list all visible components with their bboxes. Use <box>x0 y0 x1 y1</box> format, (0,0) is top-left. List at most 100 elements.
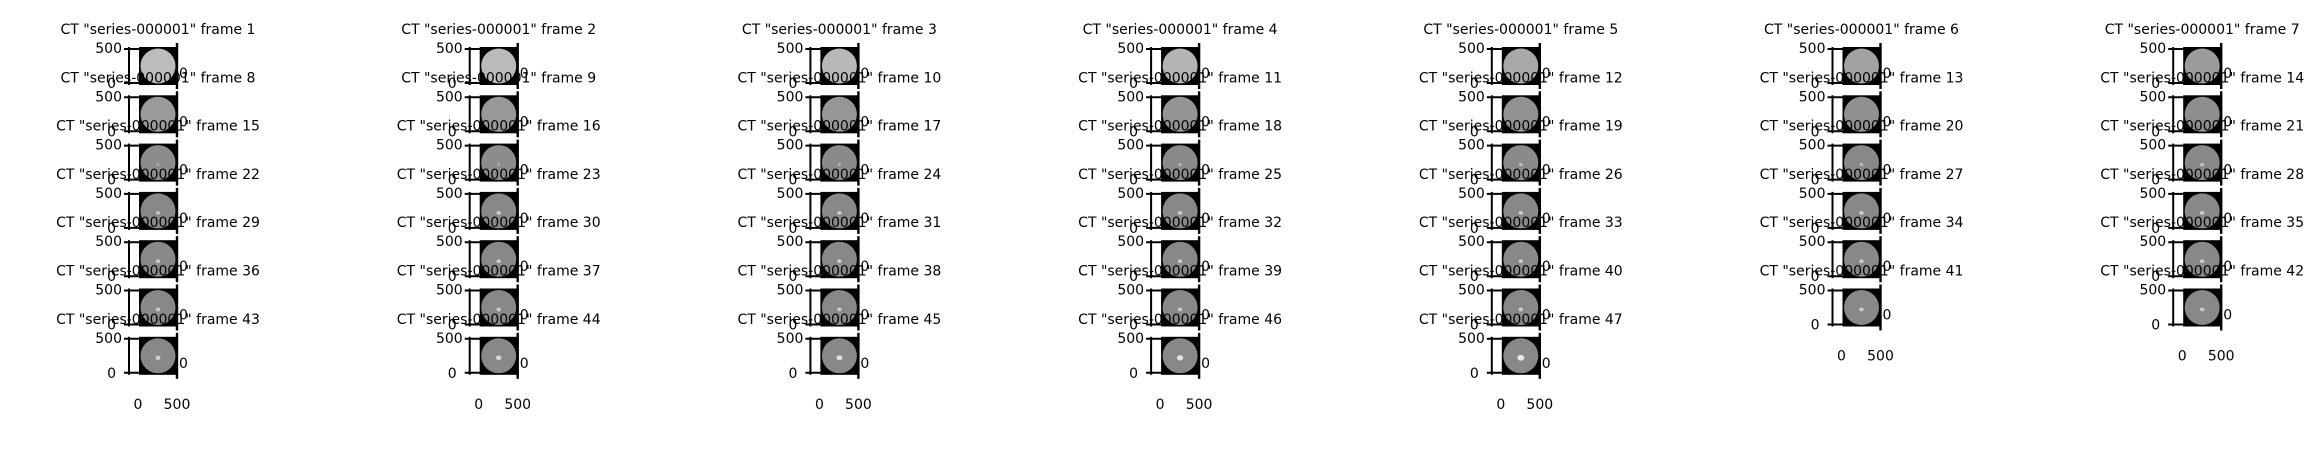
ct-body-slice <box>821 48 857 84</box>
ct-bright-spot <box>2200 162 2205 167</box>
x-side-label-0: 0 <box>1883 259 1892 275</box>
ct-bright-spot <box>837 210 842 215</box>
x-side-label-0: 0 <box>1542 356 1551 372</box>
ct-frame-panel: 500 0 0 <box>436 89 529 140</box>
y-tick-label-500: 500 <box>2139 283 2166 299</box>
y-tick-label-500: 500 <box>1458 138 1485 154</box>
y-tick-label-500: 500 <box>1458 331 1485 347</box>
x-side-label-0: 0 <box>179 163 188 179</box>
ct-body-slice <box>821 290 857 325</box>
x-side-label-0: 0 <box>860 66 869 82</box>
y-tick-label-0: 0 <box>1129 124 1138 140</box>
y-tick-label-500: 500 <box>436 331 463 347</box>
y-tick-label-0: 0 <box>448 173 457 189</box>
ct-frame-panel: 500 0 0 <box>95 41 188 92</box>
panel-title: CT "series-000001" frame 44 <box>397 312 601 328</box>
ct-frame-panel: 500 0 0 <box>2139 186 2232 237</box>
ct-body-slice <box>1503 290 1539 325</box>
y-tick-label-500: 500 <box>2139 41 2166 57</box>
ct-frame-panel: 500 0 0 0 500 <box>777 331 872 413</box>
panel-title: CT "series-000001" frame 3 <box>742 22 937 38</box>
panel-title: CT "series-000001" frame 28 <box>2100 167 2304 183</box>
panel-title: CT "series-000001" frame 31 <box>737 215 941 231</box>
ct-frame-panel: 500 0 0 0 500 <box>95 331 190 413</box>
x-side-label-0: 0 <box>1883 114 1892 130</box>
x-side-label-0: 0 <box>860 356 869 372</box>
y-tick-label-0: 0 <box>2151 221 2160 237</box>
ct-body-slice <box>1503 48 1539 84</box>
x-side-label-0: 0 <box>1542 308 1551 324</box>
ct-body-slice <box>1503 96 1539 132</box>
ct-body-slice <box>1503 145 1539 181</box>
x-side-label-0: 0 <box>520 66 529 82</box>
ct-bright-spot <box>1859 163 1864 167</box>
y-tick-label-0: 0 <box>107 173 116 189</box>
ct-bright-spot <box>155 307 161 312</box>
x-tick-label-0: 0 <box>815 397 824 413</box>
panel-title: CT "series-000001" frame 32 <box>1078 215 1282 231</box>
y-tick-label-0: 0 <box>448 124 457 140</box>
x-side-label-0: 0 <box>179 211 188 227</box>
panel-title: CT "series-000001" frame 35 <box>2100 215 2304 231</box>
y-tick-label-500: 500 <box>1799 186 1826 202</box>
ct-body-slice <box>481 48 517 84</box>
ct-body-slice <box>1162 193 1198 229</box>
ct-bright-spot <box>1176 355 1184 361</box>
y-tick-label-0: 0 <box>1470 76 1479 92</box>
x-side-label-0: 0 <box>520 308 529 324</box>
y-tick-label-0: 0 <box>788 318 797 334</box>
panel-title: CT "series-000001" frame 1 <box>61 22 256 38</box>
y-tick-label-0: 0 <box>788 221 797 237</box>
ct-frame-panel: 500 0 0 <box>777 283 870 334</box>
ct-frame-panel: 500 0 0 0 500 <box>1458 331 1553 413</box>
ct-frame-panel: 500 0 0 <box>1458 41 1551 92</box>
ct-body-slice <box>140 241 176 277</box>
y-tick-label-0: 0 <box>1811 76 1820 92</box>
ct-frame-panel: 500 0 0 <box>1799 186 1892 237</box>
y-tick-label-0: 0 <box>448 76 457 92</box>
panel-title: CT "series-000001" frame 8 <box>61 70 256 86</box>
x-side-label-0: 0 <box>1201 308 1210 324</box>
ct-bright-spot <box>1518 307 1524 312</box>
y-tick-label-500: 500 <box>1799 89 1826 105</box>
y-tick-label-0: 0 <box>788 366 797 382</box>
ct-frame-panel: 500 0 0 <box>95 234 188 285</box>
panel-title: CT "series-000001" frame 5 <box>1423 22 1618 38</box>
y-tick-label-0: 0 <box>1811 221 1820 237</box>
y-tick-label-500: 500 <box>1458 41 1485 57</box>
x-tick-label-500: 500 <box>1867 349 1894 365</box>
panel-title: CT "series-000001" frame 14 <box>2100 70 2304 86</box>
panel-title: CT "series-000001" frame 21 <box>2100 119 2304 135</box>
x-side-label-0: 0 <box>1201 163 1210 179</box>
x-side-label-0: 0 <box>2223 163 2232 179</box>
ct-body-slice <box>1844 290 1879 325</box>
ct-bright-spot <box>1177 307 1183 312</box>
ct-frame-panel: 500 0 0 <box>777 89 870 140</box>
ct-bright-spot <box>496 210 502 215</box>
y-tick-label-0: 0 <box>1470 221 1479 237</box>
y-tick-label-500: 500 <box>1799 138 1826 154</box>
x-side-label-0: 0 <box>179 114 188 130</box>
panel-title: CT "series-000001" frame 27 <box>1760 167 1964 183</box>
y-tick-label-500: 500 <box>1117 234 1144 250</box>
panel-title: CT "series-000001" frame 17 <box>737 119 941 135</box>
x-tick-label-0: 0 <box>1837 349 1846 365</box>
ct-bright-spot <box>837 259 842 264</box>
ct-bright-spot <box>1177 210 1183 215</box>
y-tick-label-0: 0 <box>1129 173 1138 189</box>
x-side-label-0: 0 <box>1542 259 1551 275</box>
x-tick-label-500: 500 <box>2208 349 2235 365</box>
x-side-label-0: 0 <box>520 356 529 372</box>
panel-title: CT "series-000001" frame 25 <box>1078 167 1282 183</box>
ct-frame-panel: 500 0 0 <box>2139 41 2232 92</box>
ct-frame-panel: 500 0 0 <box>777 138 870 189</box>
y-tick-label-0: 0 <box>448 221 457 237</box>
ct-body-slice <box>821 145 857 181</box>
x-side-label-0: 0 <box>2223 308 2232 324</box>
ct-body-slice <box>1844 145 1879 181</box>
y-tick-label-0: 0 <box>1811 269 1820 285</box>
y-tick-label-0: 0 <box>2151 269 2160 285</box>
ct-bright-spot <box>497 163 501 166</box>
y-tick-label-500: 500 <box>436 138 463 154</box>
